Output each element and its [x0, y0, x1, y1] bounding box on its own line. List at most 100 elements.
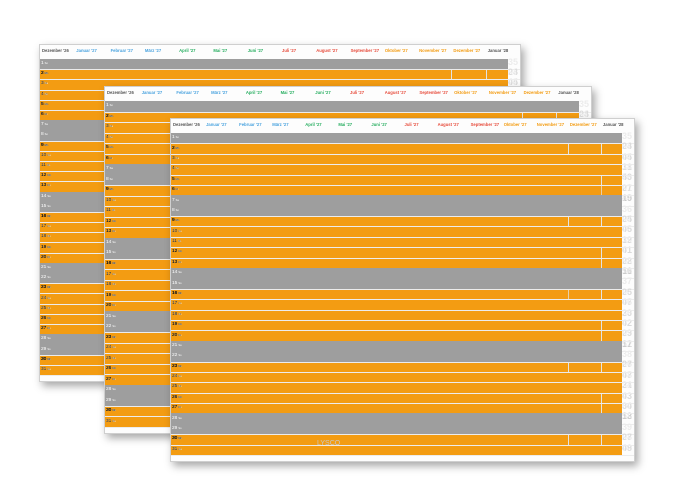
week-number: 07: [621, 359, 632, 370]
day-number: 26Sa: [41, 315, 51, 321]
weekday-abbr: Di: [47, 184, 50, 188]
weekday-abbr: So: [47, 286, 51, 290]
day-number: 9Mo: [106, 187, 114, 193]
day-number: 30Mo: [172, 436, 182, 442]
weekday-abbr: Do: [178, 250, 182, 254]
day-number: 21Sa: [41, 264, 51, 270]
weekday-abbr: So: [112, 325, 116, 329]
day-number: 2Mo: [172, 145, 180, 151]
weekday-abbr: Do: [109, 146, 113, 150]
day-number: 22So: [41, 275, 51, 281]
day-number: 20Fr: [172, 332, 181, 338]
month-header: April '27: [179, 48, 196, 53]
month-header: Januar '28: [602, 122, 624, 127]
day-number: 4Mi: [106, 134, 113, 140]
day-number: 6Di: [41, 112, 48, 118]
day-number: 1So: [106, 103, 113, 109]
weekday-abbr: Sa: [44, 123, 48, 127]
weekend-highlight: [171, 351, 623, 362]
day-cell: 1So: [40, 59, 520, 71]
day-number: 10Di: [172, 228, 181, 234]
weekday-abbr: Di: [112, 198, 115, 202]
weekday-abbr: Fr: [47, 184, 50, 188]
weekday-abbr: So: [175, 136, 179, 140]
week-number: 06: [621, 286, 632, 297]
weekday-abbr: Mi: [47, 286, 51, 290]
weekday-abbr: Fr: [47, 286, 50, 290]
weekday-abbr: Fr: [44, 113, 48, 117]
weekday-abbr: Di: [44, 113, 48, 117]
day-number: 6Fr: [172, 187, 179, 193]
weekend-highlight: [171, 268, 623, 279]
weekday-abbr: Do: [47, 245, 51, 249]
weekday-abbr: Di: [178, 229, 181, 233]
weekday-abbr: Mi: [47, 235, 51, 239]
weekday-abbr: So: [46, 164, 51, 168]
weekday-abbr: Mo: [109, 114, 114, 118]
weekday-abbr: Di: [178, 447, 181, 451]
month-header: Januar '27: [206, 122, 227, 127]
day-number: 3Di: [172, 155, 179, 161]
day-number: 25Mi: [41, 305, 51, 311]
month-header: Februar '27: [176, 90, 199, 95]
day-number: 15So: [41, 203, 51, 209]
weekday-abbr: Mi: [109, 135, 113, 139]
weekday-abbr: Sa: [47, 174, 51, 178]
day-number: 30So: [41, 356, 51, 362]
week-number: 35: [507, 56, 518, 67]
month-header: April '27: [245, 90, 263, 95]
weekday-abbr: Mo: [112, 261, 116, 265]
month-header: Juli '27: [282, 48, 297, 53]
day-number: 23So: [41, 285, 51, 291]
day-number: 23Mo: [41, 285, 51, 291]
day-number: 3Di: [106, 124, 113, 130]
weekend-highlight: [171, 423, 623, 435]
day-number: 15So: [172, 280, 182, 286]
day-number: 5Do: [106, 145, 113, 151]
day-number: 13Fr: [106, 229, 115, 235]
day-number: 9Fr: [41, 142, 48, 148]
weekday-abbr: So: [44, 62, 48, 66]
day-number: 16So: [41, 213, 51, 219]
weekday-abbr: Do: [47, 174, 51, 178]
weekday-abbr: Fr: [175, 188, 179, 192]
day-number: 16Mo: [106, 260, 116, 266]
weekday-abbr: So: [112, 251, 116, 255]
month-header: Mai '27: [280, 90, 295, 95]
day-number: 17Sa: [41, 224, 51, 230]
weekend-highlight: [171, 205, 623, 217]
day-number: 30Mo: [106, 408, 116, 414]
weekday-abbr: Mi: [47, 214, 51, 218]
weekday-abbr: Di: [47, 327, 50, 331]
weekday-abbr: Mi: [177, 240, 181, 244]
month-header: Juni '27: [247, 48, 264, 53]
day-number: 29So: [41, 346, 51, 352]
month-header: Januar '27: [141, 90, 163, 95]
weekday-abbr: Fr: [44, 72, 48, 76]
day-number: 1So: [172, 135, 179, 141]
month-header: März '27: [272, 122, 289, 127]
week-number: 23: [507, 67, 518, 78]
day-number: 31Di: [41, 366, 50, 372]
weekday-abbr: Sa: [112, 388, 116, 392]
weekday-abbr: Mo: [44, 72, 49, 76]
weekday-abbr: So: [178, 281, 182, 285]
day-number: 29So: [106, 397, 116, 403]
month-header: September '27: [470, 122, 500, 127]
weekday-abbr: So: [47, 347, 51, 351]
day-number: 28Sa: [41, 336, 51, 342]
weekday-abbr: Mo: [178, 437, 182, 441]
day-number: 11Mi: [106, 208, 115, 214]
day-number: 17Di: [41, 224, 50, 230]
day-number: 31Di: [172, 446, 181, 452]
month-header: Mai '27: [213, 48, 228, 53]
weekday-abbr: Mo: [112, 409, 116, 413]
day-number: 8So: [172, 207, 179, 213]
day-number: 8So: [41, 132, 48, 138]
day-number: 15So: [106, 250, 116, 256]
month-header-row: Dezember '26 Januar '27 Februar '27 März '2…: [105, 90, 591, 99]
weekday-abbr: Sa: [112, 240, 116, 244]
day-number: 18Mi: [41, 234, 51, 240]
day-number: 28Sa: [106, 387, 116, 393]
weekday-abbr: Di: [47, 296, 50, 300]
